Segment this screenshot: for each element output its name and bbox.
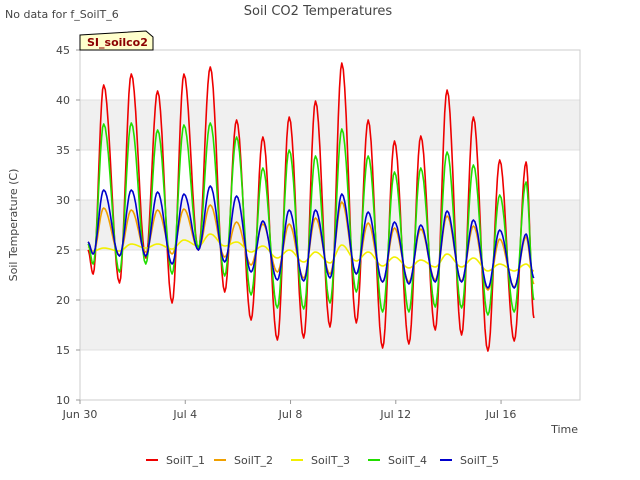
series-line-soilt_5 xyxy=(87,185,535,289)
y-tick-label: 35 xyxy=(56,144,70,157)
background-band xyxy=(80,100,580,150)
legend-label: SoilT_1 xyxy=(166,454,205,467)
x-tick-label: Jul 12 xyxy=(379,408,411,421)
x-tick-label: Jul 4 xyxy=(172,408,197,421)
y-axis-ticks: 10 15 20 25 30 35 40 45 xyxy=(56,44,80,407)
chart-title: Soil CO2 Temperatures xyxy=(244,4,393,19)
series-line-soilt_4 xyxy=(87,122,535,316)
plot-frame xyxy=(79,49,581,401)
badge-shape xyxy=(79,30,154,51)
y-tick-label: 20 xyxy=(56,294,70,307)
legend-label: SoilT_4 xyxy=(388,454,427,467)
y-tick-label: 10 xyxy=(56,394,70,407)
series-lines xyxy=(87,62,535,352)
y-tick-label: 30 xyxy=(56,194,70,207)
y-tick-label: 40 xyxy=(56,94,70,107)
x-axis-title: Time xyxy=(550,423,578,436)
x-axis-ticks: Jun 30 Jul 4 Jul 8 Jul 12 Jul 16 xyxy=(62,400,517,421)
x-tick-label: Jul 8 xyxy=(278,408,303,421)
legend-label: SoilT_3 xyxy=(311,454,350,467)
y-tick-label: 25 xyxy=(56,244,70,257)
y-tick-label: 45 xyxy=(56,44,70,57)
nodata-note: No data for f_SoilT_6 xyxy=(5,8,119,21)
site-badge: SI_soilco2 xyxy=(79,30,154,51)
legend-label: SoilT_2 xyxy=(234,454,273,467)
badge-label: SI_soilco2 xyxy=(87,36,148,49)
legend-label: SoilT_5 xyxy=(460,454,499,467)
series-line-soilt_3 xyxy=(87,233,535,272)
x-tick-label: Jul 16 xyxy=(485,408,517,421)
x-tick-label: Jun 30 xyxy=(62,408,98,421)
legend: SoilT_1 SoilT_2 SoilT_3 SoilT_4 SoilT_5 xyxy=(146,454,499,467)
y-tick-label: 15 xyxy=(56,344,70,357)
y-axis-title: Soil Temperature (C) xyxy=(7,169,20,282)
